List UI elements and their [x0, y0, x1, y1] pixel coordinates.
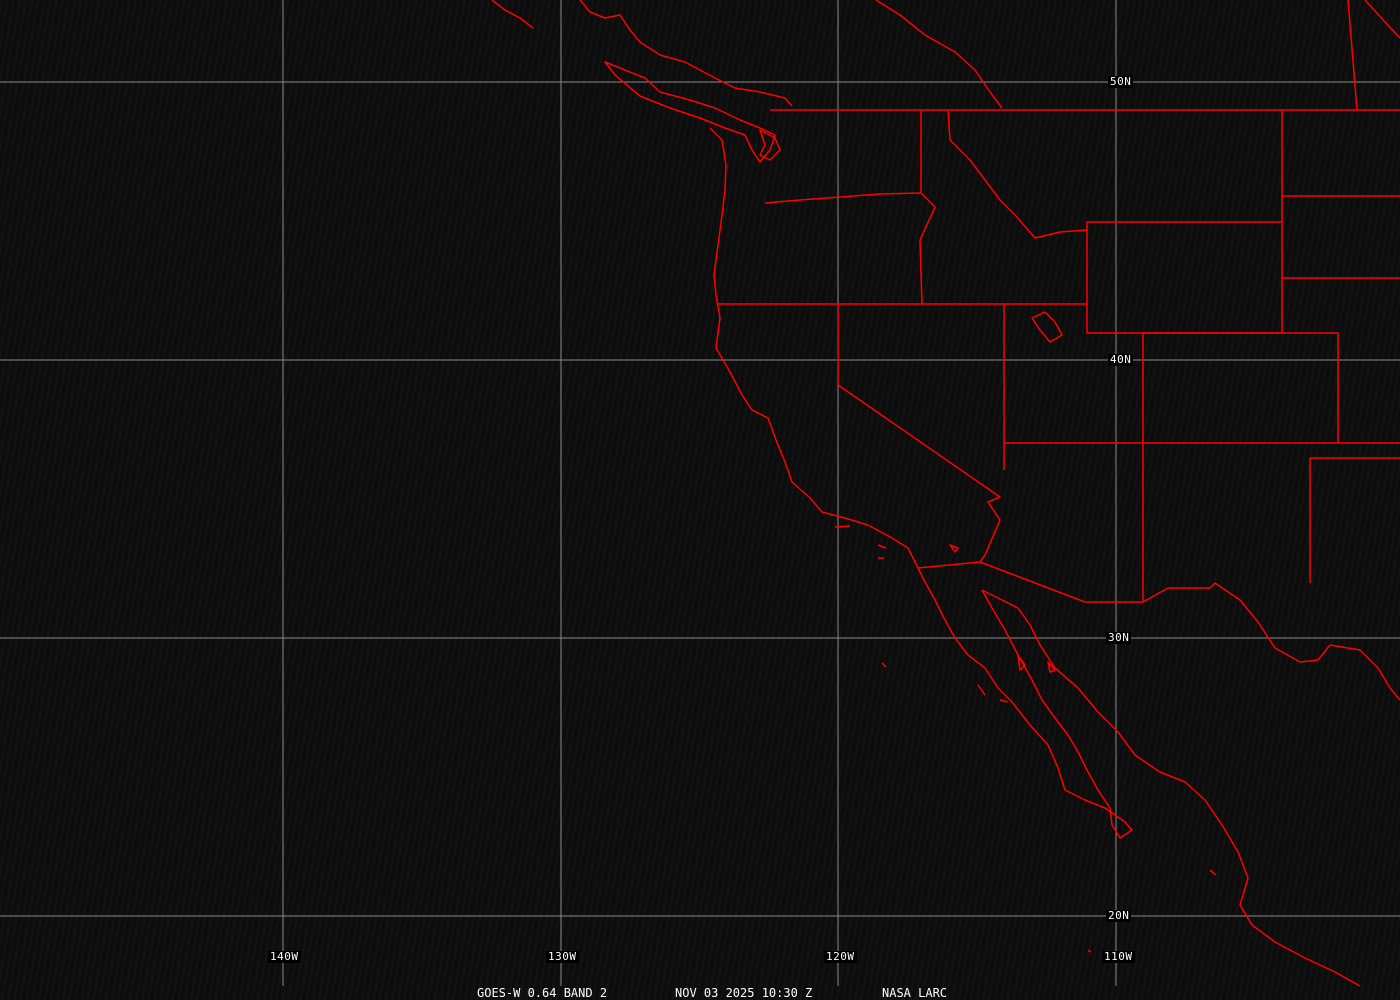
mexico-mainland-coast	[981, 589, 1361, 987]
image-caption: GOES-W 0.64 BAND 2 NOV 03 2025 10:30 Z N…	[0, 986, 1400, 1000]
satellite-band-label: GOES-W 0.64 BAND 2	[477, 986, 608, 1000]
us-mexico-border	[917, 561, 1400, 701]
lat-label-20n: 20N	[1106, 909, 1132, 922]
manitoba-border	[1347, 0, 1358, 111]
lon-label-110w: 110W	[1102, 950, 1135, 963]
boundaries	[491, 0, 1400, 987]
lat-label-50n: 50N	[1108, 75, 1134, 88]
ca-nv-border	[837, 304, 1001, 563]
co-border	[1143, 332, 1339, 443]
nm-tx-border	[1309, 457, 1400, 583]
timestamp-label: NOV 03 2025 10:30 Z	[675, 986, 813, 1000]
source-label: NASA LARC	[882, 986, 948, 1000]
vancouver-island	[604, 61, 776, 163]
channel-islands	[834, 525, 959, 559]
id-mt-border	[947, 109, 1088, 239]
bc-coast-north	[491, 0, 793, 107]
lon-label-130w: 130W	[546, 950, 579, 963]
wa-or-border	[764, 192, 922, 204]
puget-sound	[759, 129, 781, 161]
us-west-coast	[709, 127, 1133, 839]
great-salt-lake	[1031, 311, 1063, 343]
lat-label-40n: 40N	[1108, 353, 1134, 366]
bc-interior-line	[875, 0, 1003, 109]
dakota-borders	[1282, 195, 1400, 279]
lon-label-140w: 140W	[268, 950, 301, 963]
wa-id-border	[919, 110, 936, 305]
gulf-islands	[881, 654, 1217, 953]
hudson-coast	[1364, 0, 1400, 39]
lat-label-30n: 30N	[1106, 631, 1132, 644]
lon-label-120w: 120W	[824, 950, 857, 963]
